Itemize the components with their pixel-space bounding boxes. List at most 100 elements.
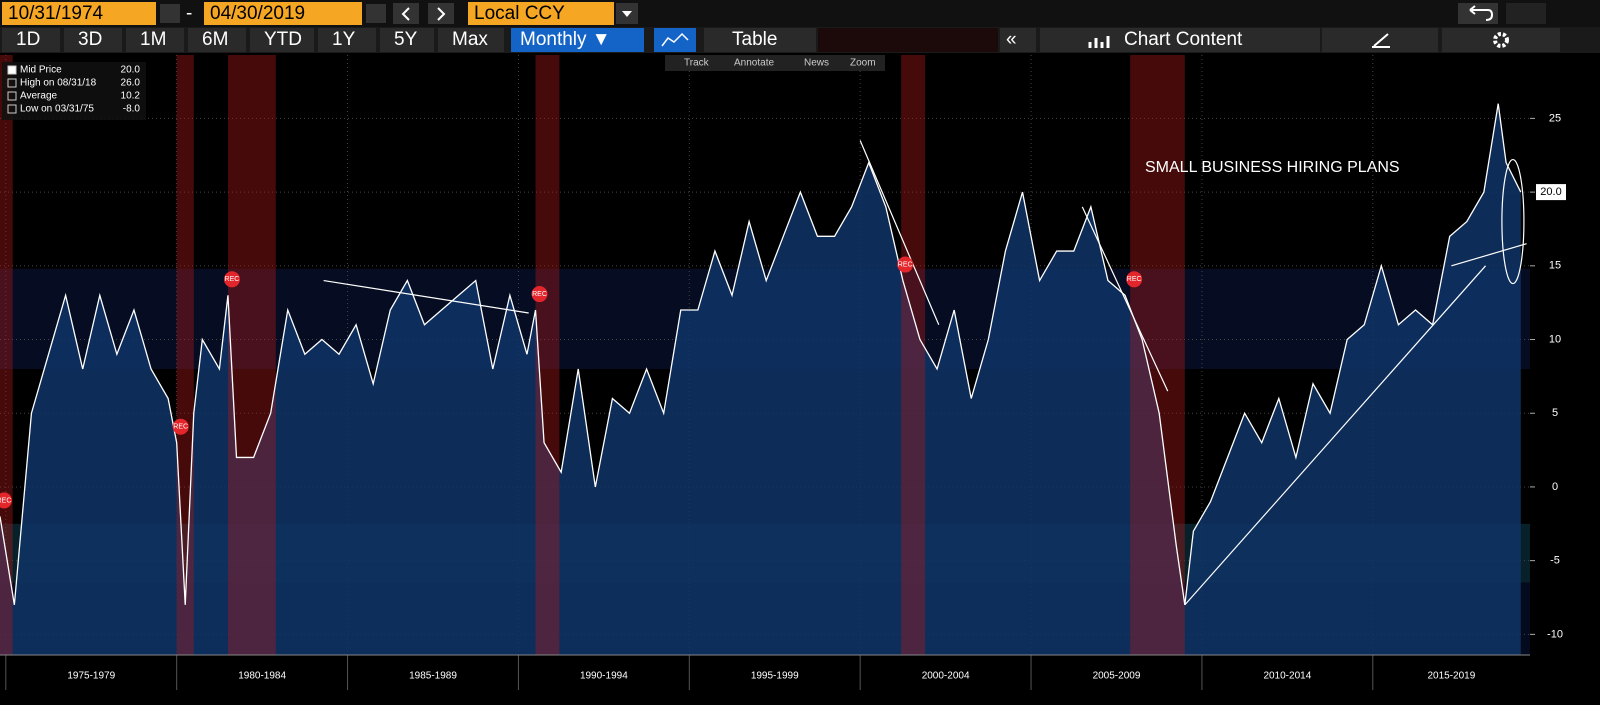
chart-content-icon	[1088, 36, 1110, 48]
rec-label: REC	[898, 261, 913, 268]
end-date: 04/30/2019	[210, 3, 305, 24]
range-buttons: 1D 3D 1M 6M YTD 1Y 5Y Max	[2, 28, 504, 52]
settings-icon	[1493, 32, 1509, 48]
y-tick-label: 5	[1552, 407, 1558, 419]
range-label: 5Y	[394, 29, 418, 50]
rec-label: REC	[532, 291, 547, 298]
chart-tool[interactable]: Annotate	[734, 58, 774, 69]
y-tick-label: -10	[1547, 628, 1563, 640]
range-button[interactable]	[188, 28, 246, 52]
start-date-field[interactable]	[2, 2, 156, 25]
collapse-icon: «	[1006, 29, 1017, 50]
undo-icon	[1469, 5, 1494, 21]
last-price-tag	[1536, 184, 1566, 201]
plot: -10-505101520251975-19791980-19841985-19…	[0, 55, 1566, 690]
rec-marker[interactable]	[531, 286, 548, 303]
legend-label: High on 08/31/18	[20, 78, 97, 89]
trendline	[1184, 265, 1487, 606]
start-date: 10/31/1974	[8, 3, 104, 24]
range-button[interactable]	[250, 28, 314, 52]
legend-value: 26.0	[121, 78, 141, 89]
y-tick-label: -5	[1550, 555, 1560, 567]
recession-band	[176, 55, 194, 655]
x-period-label: 2015-2019	[1427, 671, 1475, 682]
next-button[interactable]	[428, 3, 454, 24]
y-tick-label: 15	[1549, 260, 1561, 272]
chart-tools-bar	[665, 55, 885, 71]
rec-label: REC	[225, 276, 240, 283]
legend-label: Low on 03/31/75	[20, 104, 94, 115]
settings-button[interactable]	[1442, 28, 1560, 52]
redo-button[interactable]	[1506, 3, 1546, 24]
spacer	[818, 28, 998, 52]
calendar-button[interactable]	[160, 4, 180, 23]
date-dash: -	[186, 3, 192, 24]
end-date-field[interactable]	[204, 2, 362, 25]
chart-content: Chart Content	[1124, 29, 1243, 50]
trendline	[1081, 206, 1169, 392]
legend: Mid Price 20.0 High on 08/31/18 26.0 Average…	[7, 65, 141, 115]
chart-tool[interactable]: News	[804, 58, 829, 69]
chart-tool[interactable]: Zoom	[850, 58, 876, 69]
frequency-button[interactable]	[511, 28, 644, 52]
x-period-label: 1980-1984	[238, 671, 286, 682]
prev-button[interactable]	[393, 3, 419, 24]
recession-band	[0, 55, 13, 655]
calendar-button[interactable]	[366, 4, 386, 23]
recession-band	[227, 55, 276, 655]
trendline	[323, 279, 529, 314]
rec-marker[interactable]	[897, 256, 914, 273]
table-button[interactable]	[704, 28, 816, 52]
range-label: 1D	[16, 29, 40, 50]
legend-value: 10.2	[121, 91, 141, 102]
undo-button[interactable]	[1458, 3, 1498, 24]
range-label: 6M	[202, 29, 228, 50]
range-button[interactable]	[2, 28, 60, 52]
x-period-label: 1995-1999	[751, 671, 799, 682]
range-label: YTD	[264, 29, 302, 50]
x-period-label: 2005-2009	[1093, 671, 1141, 682]
range-label: 1M	[140, 29, 166, 50]
rec-label: REC	[0, 497, 11, 504]
chart-tool[interactable]: Track	[684, 58, 710, 69]
highlight-ellipse	[1501, 158, 1525, 285]
range-button[interactable]	[126, 28, 184, 52]
range-button[interactable]	[380, 28, 434, 52]
y-tick-label: 0	[1552, 481, 1558, 493]
legend-value: -8.0	[123, 104, 141, 115]
next-icon	[437, 7, 446, 21]
legend-value: 20.0	[121, 65, 141, 76]
x-period-label: 2000-2004	[922, 671, 970, 682]
recession-band	[535, 55, 560, 655]
collapse-button[interactable]	[1000, 28, 1036, 52]
dropdown-icon	[622, 11, 632, 17]
x-period-label: 1985-1989	[409, 671, 457, 682]
last-price-label: 20.0	[1540, 186, 1561, 198]
rec-label: REC	[173, 424, 188, 431]
rec-marker[interactable]	[0, 492, 12, 509]
rec-label: REC	[1127, 276, 1142, 283]
rec-marker[interactable]	[223, 271, 240, 288]
annotation: SMALL BUSINESS HIRING PLANS	[1145, 159, 1400, 176]
edit-icon	[1372, 33, 1390, 48]
rec-marker[interactable]	[1126, 271, 1143, 288]
range-button[interactable]	[64, 28, 122, 52]
legend-box	[2, 62, 146, 120]
chart-content-button[interactable]	[1040, 28, 1320, 52]
legend-label: Average	[20, 91, 58, 102]
range-button[interactable]	[318, 28, 376, 52]
rec-marker[interactable]	[172, 418, 189, 435]
line-icon	[661, 32, 689, 47]
trendline	[859, 140, 940, 326]
legend-swatch	[7, 78, 17, 88]
price-line	[0, 103, 1522, 605]
legend-swatch	[7, 91, 17, 101]
range-button[interactable]	[438, 28, 504, 52]
legend-label: Mid Price	[20, 65, 62, 76]
legend-swatch	[7, 104, 17, 114]
recession-band	[1130, 55, 1185, 655]
trendline	[1451, 243, 1527, 267]
range-label: 3D	[78, 29, 102, 50]
currency-field[interactable]	[468, 2, 614, 25]
